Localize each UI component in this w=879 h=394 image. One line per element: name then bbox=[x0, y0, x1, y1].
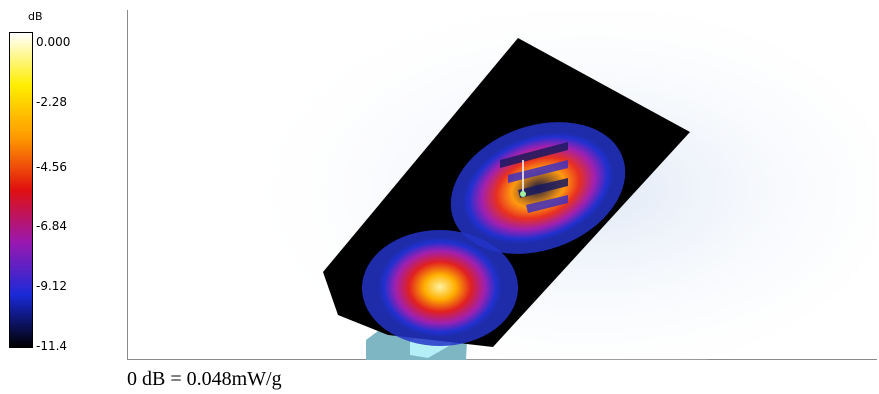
colorbar-tick: -4.56 bbox=[36, 160, 68, 174]
reference-value: 0 dB = 0.048mW/g bbox=[127, 368, 282, 390]
lower-hotspot bbox=[378, 237, 502, 337]
sar-distribution-viewport[interactable] bbox=[127, 10, 878, 360]
colorbar-tick: -2.28 bbox=[36, 95, 68, 109]
colorbar-tick: 0.000 bbox=[36, 35, 71, 49]
colorbar-unit-label: dB bbox=[28, 10, 43, 23]
colorbar-tick: -9.12 bbox=[36, 279, 68, 293]
probe-point bbox=[520, 191, 526, 197]
sar-heatmap bbox=[228, 10, 878, 360]
colorbar-tick: -11.4 bbox=[36, 339, 68, 353]
colorbar-tick: -6.84 bbox=[36, 219, 68, 233]
colorbar bbox=[9, 32, 33, 348]
